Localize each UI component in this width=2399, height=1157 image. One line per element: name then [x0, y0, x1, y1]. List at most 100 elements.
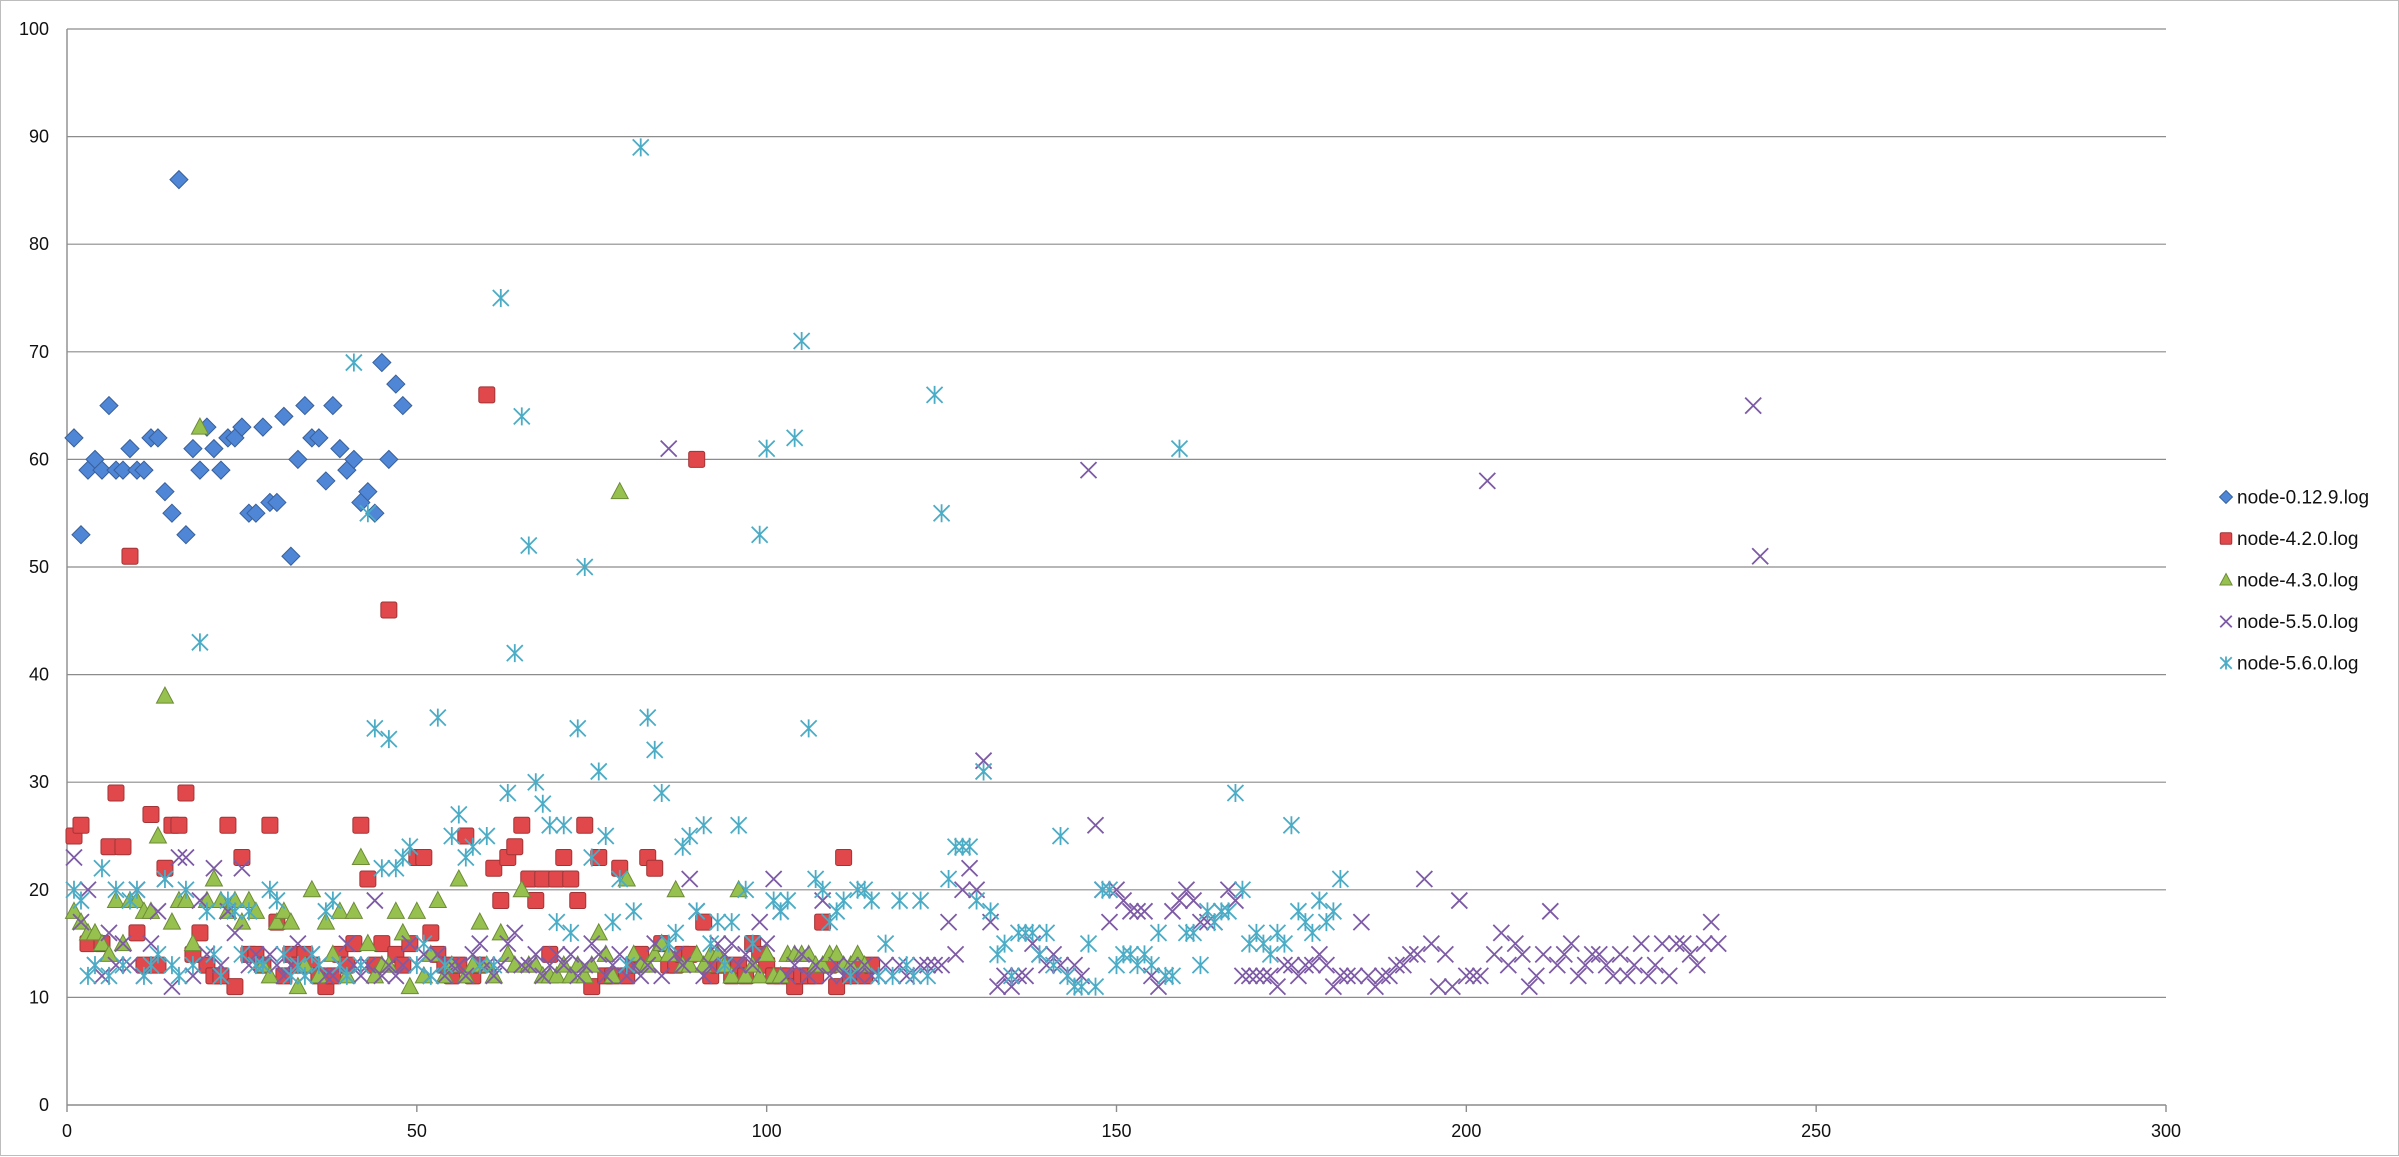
data-point: [1310, 891, 1329, 910]
data-point: [387, 967, 405, 985]
data-point: [107, 880, 125, 899]
data-point: [114, 838, 132, 856]
data-point: [974, 762, 993, 781]
data-point: [625, 902, 643, 921]
y-tick-label: 70: [29, 342, 49, 362]
data-point: [100, 924, 118, 942]
data-point: [492, 289, 510, 307]
data-point: [1114, 891, 1133, 910]
data-point: [274, 406, 294, 427]
data-point: [275, 945, 293, 964]
data-point: [464, 837, 482, 856]
data-point: [702, 956, 720, 974]
data-point: [142, 934, 160, 953]
data-point: [1128, 902, 1147, 920]
data-point: [1457, 967, 1475, 985]
data-point: [155, 686, 175, 704]
data-point: [1205, 913, 1224, 932]
data-point: [288, 976, 308, 995]
data-point: [380, 601, 398, 619]
y-tick-label: 50: [29, 557, 49, 577]
data-point: [331, 956, 349, 975]
data-point: [1422, 934, 1440, 953]
data-point: [1149, 923, 1168, 942]
legend: node-0.12.9.log node-4.2.0.log node-4.3.0.…: [2218, 488, 2369, 675]
data-point: [471, 956, 489, 975]
data-point: [191, 891, 209, 910]
data-point: [1443, 978, 1461, 996]
data-point: [883, 966, 902, 985]
data-point: [323, 944, 343, 962]
data-point: [205, 859, 223, 877]
data-point: [492, 956, 510, 974]
data-point: [351, 847, 371, 866]
data-point: [226, 902, 244, 921]
data-point: [1100, 913, 1119, 931]
data-point: [855, 956, 874, 974]
data-point: [71, 525, 91, 545]
data-point: [1240, 934, 1259, 953]
data-point: [890, 891, 909, 910]
legend-entry: node-5.5.0.log: [2219, 612, 2359, 633]
data-point: [156, 870, 174, 889]
data-point: [373, 859, 391, 878]
data-point: [757, 944, 776, 962]
data-point: [751, 913, 769, 931]
data-point: [295, 395, 315, 416]
data-point: [345, 353, 363, 372]
data-point: [827, 944, 846, 962]
data-point: [330, 438, 350, 459]
data-point: [1163, 902, 1182, 920]
data-point: [401, 934, 419, 953]
data-point: [506, 838, 524, 856]
data-point: [1149, 978, 1168, 996]
data-point: [1121, 902, 1140, 920]
data-point: [352, 816, 370, 834]
data-point: [576, 816, 594, 834]
data-point: [758, 439, 776, 458]
data-point: [513, 956, 531, 974]
data-point: [562, 945, 580, 963]
data-point: [401, 837, 419, 856]
data-point: [1744, 396, 1762, 415]
data-point: [316, 471, 336, 491]
data-point: [1667, 934, 1685, 953]
data-point: [562, 923, 580, 942]
data-point: [93, 967, 111, 985]
data-point: [541, 816, 559, 835]
data-point: [1023, 923, 1042, 942]
data-point: [1492, 924, 1510, 942]
data-point: [814, 913, 832, 931]
data-point: [722, 965, 742, 984]
data-point: [429, 945, 447, 963]
data-point: [1597, 956, 1615, 974]
data-point: [800, 967, 818, 985]
legend-entry: node-4.2.0.log: [2219, 529, 2359, 550]
data-point: [1002, 966, 1021, 985]
data-point: [268, 891, 286, 910]
data-point: [1079, 461, 1098, 479]
data-point: [911, 891, 930, 910]
data-point: [730, 816, 748, 835]
data-point: [422, 924, 440, 942]
data-point: [1086, 816, 1105, 834]
data-point: [527, 945, 545, 963]
data-point: [1478, 472, 1496, 490]
data-point: [289, 934, 307, 953]
data-point: [457, 848, 475, 867]
data-point: [666, 879, 686, 898]
data-point: [807, 956, 825, 974]
data-point: [1681, 945, 1699, 963]
data-point: [457, 827, 475, 845]
data-point: [386, 901, 406, 919]
data-point: [960, 859, 979, 877]
data-point: [702, 934, 720, 953]
legend-entry: node-5.6.0.log: [2219, 654, 2359, 675]
data-point: [646, 934, 664, 953]
data-point: [960, 837, 979, 856]
data-point: [240, 956, 258, 974]
data-point: [723, 934, 741, 953]
data-point: [667, 923, 685, 942]
data-point: [541, 956, 559, 974]
data-point: [296, 966, 314, 985]
